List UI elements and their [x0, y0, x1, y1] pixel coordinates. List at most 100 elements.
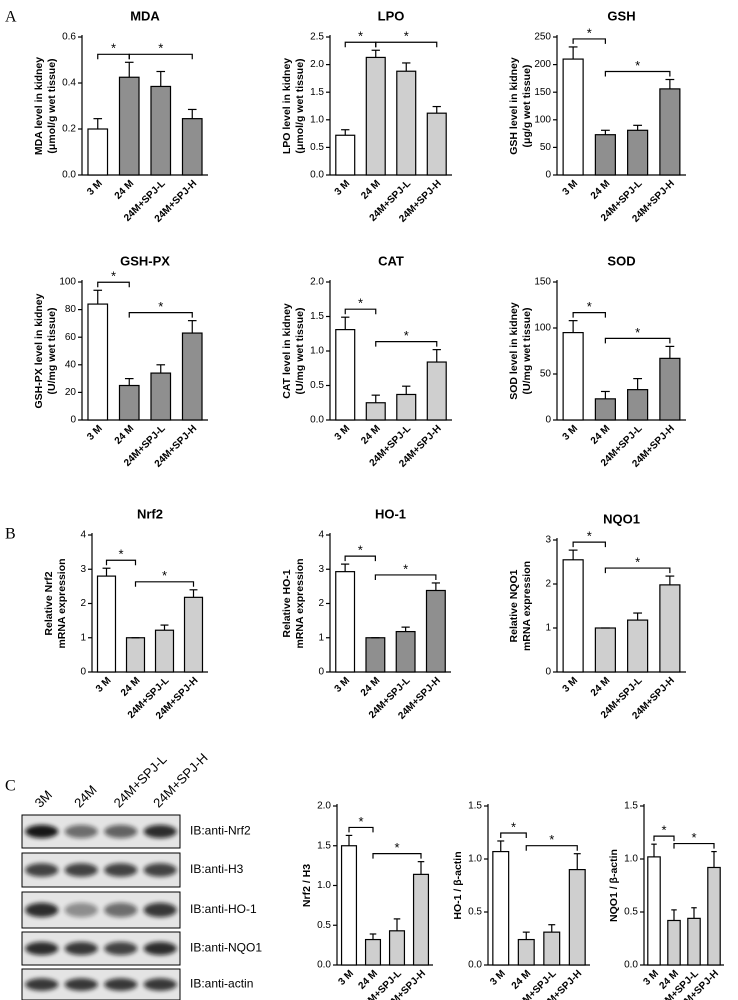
y-tick-label: 2.0 [310, 59, 324, 70]
y-axis-label: GSH level in kidney [508, 57, 520, 155]
x-tick-label: 3 M [94, 675, 114, 695]
bar [707, 866, 721, 966]
y-tick-label: 3 [80, 564, 86, 575]
significance-label: * [358, 29, 363, 44]
y-tick-label: 1.5 [624, 801, 638, 812]
bar [96, 575, 117, 673]
error-bar [417, 861, 425, 875]
error-bar [402, 62, 411, 72]
significance-bracket [128, 53, 193, 60]
lane-label: 24M [71, 782, 99, 810]
y-tick-label: 2 [318, 598, 324, 609]
blot-band [104, 978, 138, 991]
error-bar [600, 129, 610, 135]
bar [659, 88, 681, 176]
y-tick-label: 0 [545, 170, 551, 181]
bar-chart: NQO1 0 1 2 3 Relative NQO1 mRNA expression 3 M 2… [508, 511, 686, 722]
y-tick-label: 100 [59, 277, 76, 288]
significance-label: * [511, 819, 516, 834]
y-tick-label: 0.0 [62, 170, 76, 181]
bar [426, 112, 447, 176]
lane-label: 3M [32, 787, 55, 810]
y-tick-label: 2.0 [317, 801, 331, 812]
blot-band [143, 902, 177, 918]
x-tick-label: 3 M [333, 423, 353, 443]
y-tick-label: 0 [545, 415, 551, 426]
y-tick-label: 0 [80, 667, 86, 678]
y-tick-label: 0.0 [310, 170, 324, 181]
error-bar [432, 105, 441, 114]
bar [181, 118, 203, 176]
x-tick-label: 24 M [359, 675, 383, 699]
blot-band [25, 978, 59, 991]
x-tick-label: 24 M [359, 423, 383, 447]
y-tick-label: 1.0 [310, 114, 324, 125]
significance-label: * [404, 29, 409, 44]
y-tick-label: 1.0 [468, 854, 482, 865]
error-bar [522, 931, 530, 940]
y-tick-label: 0.0 [624, 960, 638, 971]
significance-label: * [111, 41, 116, 56]
error-bar [187, 320, 197, 334]
x-tick-label: 24 M [359, 178, 383, 202]
blot-row [21, 968, 181, 1000]
error-bar [568, 46, 578, 60]
error-bar [160, 624, 169, 631]
significance-bracket [375, 41, 438, 48]
error-bar [497, 840, 505, 852]
bar [118, 384, 140, 421]
x-tick-label: 3 M [333, 675, 353, 695]
bar-chart: Nrf2 0 1 2 3 4 Relative Nrf2 mRNA expression 3 M… [43, 506, 208, 722]
error-bar [156, 70, 166, 87]
bar [335, 571, 356, 673]
error-bar [341, 129, 350, 136]
significance-label: * [403, 561, 408, 576]
y-tick-label: 2.0 [310, 277, 324, 288]
y-tick-label: 0.6 [62, 32, 76, 43]
significance-bracket [375, 341, 438, 347]
bar [562, 559, 584, 673]
significance-label: * [158, 299, 163, 314]
y-tick-label: 1.0 [317, 880, 331, 891]
blot-band [64, 863, 98, 877]
chart-title: Nrf2 [137, 506, 163, 521]
bar [647, 856, 661, 966]
bar-chart: HO-1 0 1 2 3 4 Relative HO-1 mRNA expression 3 M… [281, 506, 451, 722]
significance-label: * [358, 814, 363, 829]
x-tick-label: 3 M [85, 178, 105, 198]
y-axis-label: HO-1 / β-actin [452, 851, 464, 919]
bar [181, 332, 203, 421]
significance-bracket [653, 835, 675, 842]
bar-chart: GSH 0 50 100 150 200 250 GSH level in kidney (μg… [508, 8, 686, 225]
blot-label: IB:anti-NQO1 [190, 941, 262, 955]
y-axis-label: Relative HO-1 [281, 569, 293, 637]
significance-bracket [128, 312, 193, 318]
blot-label: IB:anti-HO-1 [190, 902, 257, 916]
bar [395, 630, 416, 673]
significance-bracket [344, 555, 376, 562]
y-tick-label: 0 [70, 415, 76, 426]
bar [412, 873, 430, 966]
error-bar [568, 549, 578, 560]
x-tick-label: 24 M [589, 423, 613, 447]
bar [562, 58, 584, 176]
error-bar [102, 567, 111, 577]
blot-band [64, 824, 98, 839]
bar [150, 85, 172, 176]
error-bar [345, 834, 353, 846]
y-axis-label: MDA level in kidney [33, 57, 45, 155]
x-tick-label: 3 M [488, 968, 508, 988]
error-bar [93, 289, 103, 305]
blot-band [143, 863, 177, 877]
significance-label: * [691, 830, 696, 845]
bar [396, 70, 417, 176]
blot-band [25, 863, 59, 877]
chart-title: MDA [130, 8, 160, 23]
error-bar [633, 612, 643, 621]
chart-title: HO-1 [375, 506, 406, 521]
error-bar [124, 378, 134, 386]
